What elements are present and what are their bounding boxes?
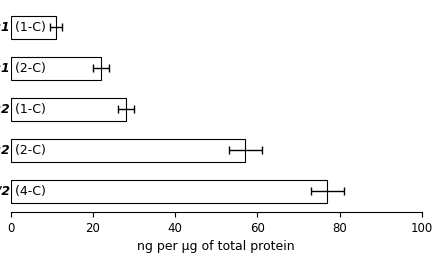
Text: (2-C): (2-C)	[11, 62, 45, 75]
Text: Ins1/2: Ins1/2	[0, 185, 11, 198]
X-axis label: ng per μg of total protein: ng per μg of total protein	[137, 240, 295, 253]
Text: Ins2: Ins2	[0, 144, 11, 157]
Text: (1-C): (1-C)	[11, 103, 45, 116]
Bar	[11, 57, 101, 80]
Text: (1-C): (1-C)	[11, 21, 45, 34]
Text: (2-C): (2-C)	[11, 144, 45, 157]
Bar	[11, 98, 126, 121]
Bar	[11, 180, 327, 203]
Bar	[11, 16, 56, 39]
Text: (4-C): (4-C)	[11, 185, 45, 198]
Bar	[11, 139, 245, 162]
Text: Ins2: Ins2	[0, 103, 11, 116]
Text: Ins1: Ins1	[0, 21, 11, 34]
Text: Ins1: Ins1	[0, 62, 11, 75]
